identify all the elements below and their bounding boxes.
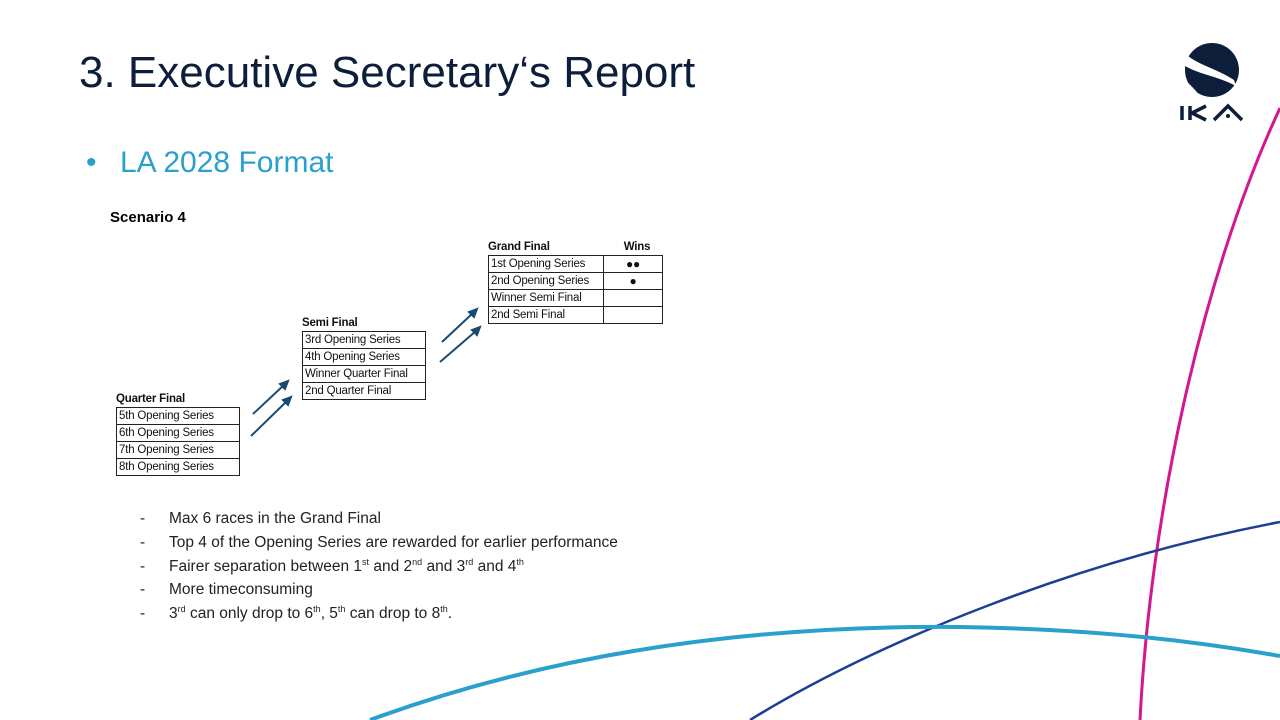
note-superscript: rd xyxy=(177,604,186,615)
cell-label: 2nd Quarter Final xyxy=(302,382,426,400)
note-superscript: th xyxy=(337,604,346,615)
cell-label: 1st Opening Series xyxy=(488,255,604,273)
note-marker: - xyxy=(140,557,146,575)
cell-label: 7th Opening Series xyxy=(116,441,240,459)
note-text-part: . xyxy=(447,605,453,623)
table-row: 6th Opening Series xyxy=(116,424,240,442)
note-superscript: th xyxy=(440,604,448,615)
note-item: - Top 4 of the Opening Series are rewarde… xyxy=(140,531,618,555)
note-text-part: Fairer separation between 1 xyxy=(169,557,363,575)
ika-logo xyxy=(1178,43,1244,122)
note-item: - More timeconsuming xyxy=(140,578,618,602)
table-row: Winner Semi Final xyxy=(488,289,663,307)
grand-final-table: Grand Final Wins 1st Opening Series ●● 2nd … xyxy=(488,239,666,324)
note-item: -3rd can only drop to 6th, 5th can drop … xyxy=(140,602,618,626)
cell-label: 4th Opening Series xyxy=(302,348,426,366)
scenario-label: Scenario 4 xyxy=(110,209,186,226)
slide-title: 3. Executive Secretary‘s Report xyxy=(79,48,696,97)
note-text: 3rd can only drop to 6th, 5th can drop t… xyxy=(169,602,452,626)
note-text-part: and 3 xyxy=(422,557,466,575)
note-marker: - xyxy=(140,510,146,527)
table-row: 3rd Opening Series xyxy=(302,331,426,349)
note-superscript: th xyxy=(516,556,524,567)
cell-label: 2nd Semi Final xyxy=(488,306,604,324)
table-row: 2nd Quarter Final xyxy=(302,382,426,400)
cell-label: 8th Opening Series xyxy=(116,458,240,476)
table-row: 7th Opening Series xyxy=(116,441,240,459)
semi-final-header: Semi Final xyxy=(302,317,358,329)
note-text: More timeconsuming xyxy=(169,578,313,602)
note-item: - Fairer separation between 1st and 2nd a… xyxy=(140,555,618,579)
note-text-part: 3 xyxy=(169,605,178,623)
wins-header: Wins xyxy=(623,241,651,253)
cell-label: 5th Opening Series xyxy=(116,407,240,425)
quarter-final-table: Quarter Final 5th Opening Series 6th Open… xyxy=(116,391,240,476)
note-superscript: nd xyxy=(412,556,423,567)
cell-wins xyxy=(603,289,663,307)
cell-label: Winner Quarter Final xyxy=(302,365,426,383)
note-text-part: and 4 xyxy=(473,557,517,575)
note-text-part: can drop to 8 xyxy=(345,605,441,623)
bullet-text: LA 2028 Format xyxy=(120,146,334,179)
table-row: 8th Opening Series xyxy=(116,458,240,476)
cell-label: 3rd Opening Series xyxy=(302,331,426,349)
note-superscript: th xyxy=(313,604,321,615)
note-item: - Max 6 races in the Grand Final xyxy=(140,507,618,531)
note-text: Fairer separation between 1st and 2nd an… xyxy=(169,555,524,579)
note-text-part: More timeconsuming xyxy=(169,581,313,599)
cell-wins: ● xyxy=(603,272,663,290)
note-marker: - xyxy=(140,581,146,599)
notes-list: - Max 6 races in the Grand Final - Top 4 of… xyxy=(140,507,618,626)
note-text: Max 6 races in the Grand Final xyxy=(169,507,381,531)
cell-label: 2nd Opening Series xyxy=(488,272,604,290)
table-row: 4th Opening Series xyxy=(302,348,426,366)
table-row: 2nd Semi Final xyxy=(488,306,663,324)
cell-wins: ●● xyxy=(603,255,663,273)
bullet-heading: • LA 2028 Format xyxy=(86,146,333,180)
note-text-part: Max 6 races in the Grand Final xyxy=(169,510,381,527)
note-text-part: can only drop to 6 xyxy=(185,605,314,623)
note-text-part: , 5 xyxy=(320,605,338,623)
table-row: 1st Opening Series ●● xyxy=(488,255,663,273)
cell-label: Winner Semi Final xyxy=(488,289,604,307)
table-row: Winner Quarter Final xyxy=(302,365,426,383)
note-marker: - xyxy=(140,533,146,551)
cell-wins xyxy=(603,306,663,324)
grand-final-header: Grand Final xyxy=(488,241,550,253)
note-superscript: st xyxy=(362,556,370,567)
note-marker: - xyxy=(140,605,146,623)
table-row: 5th Opening Series xyxy=(116,407,240,425)
cell-label: 6th Opening Series xyxy=(116,424,240,442)
bullet-dot: • xyxy=(86,146,97,179)
quarter-final-header: Quarter Final xyxy=(116,393,185,405)
note-superscript: rd xyxy=(465,556,474,567)
note-text-part: Top 4 of the Opening Series are rewarded… xyxy=(169,533,618,551)
semi-final-table: Semi Final 3rd Opening Series 4th Opening… xyxy=(302,315,426,400)
table-row: 2nd Opening Series ● xyxy=(488,272,663,290)
note-text: Top 4 of the Opening Series are rewarded… xyxy=(169,531,618,555)
note-text-part: and 2 xyxy=(369,557,413,575)
